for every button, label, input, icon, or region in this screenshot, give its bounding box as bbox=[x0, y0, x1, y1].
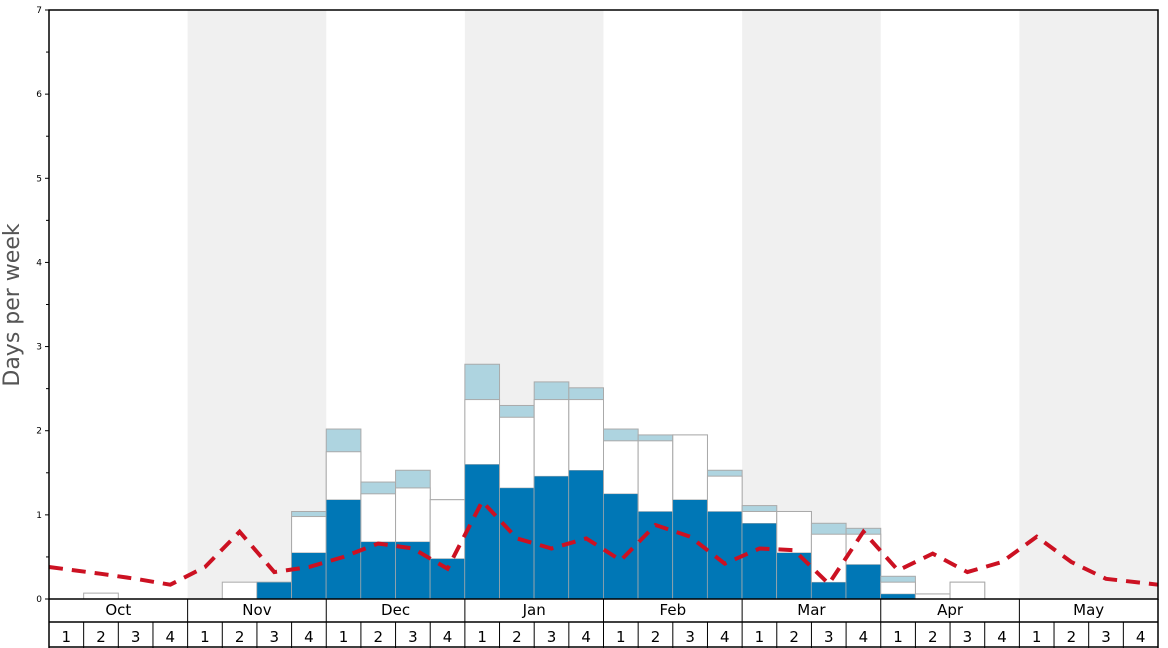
week-label: 4 bbox=[997, 628, 1007, 646]
week-label: 4 bbox=[1136, 628, 1146, 646]
week-label: 4 bbox=[859, 628, 869, 646]
week-label: 2 bbox=[928, 628, 938, 646]
y-axis-label: Days per week bbox=[0, 223, 25, 386]
week-label: 4 bbox=[443, 628, 453, 646]
bar-dark-20 bbox=[741, 523, 778, 600]
week-label: 3 bbox=[1101, 628, 1111, 646]
month-bands bbox=[187, 10, 1158, 599]
week-label: 1 bbox=[893, 628, 903, 646]
bar-dark-12 bbox=[464, 464, 500, 600]
month-label-feb: Feb bbox=[660, 601, 687, 619]
month-label-nov: Nov bbox=[242, 601, 271, 619]
bar-white-26 bbox=[949, 581, 986, 600]
month-label-mar: Mar bbox=[797, 601, 826, 619]
y-tick-label: 5 bbox=[36, 174, 42, 184]
week-label: 3 bbox=[408, 628, 418, 646]
week-label: 2 bbox=[651, 628, 661, 646]
bar-dark-11 bbox=[429, 558, 466, 600]
bar-dark-19 bbox=[707, 511, 743, 600]
bar-dark-22 bbox=[811, 581, 847, 600]
week-label: 2 bbox=[373, 628, 383, 646]
y-tick-label: 6 bbox=[36, 90, 42, 100]
y-tick-label: 0 bbox=[36, 595, 42, 605]
average-line bbox=[48, 497, 1159, 588]
month-band-may bbox=[1019, 10, 1158, 599]
bar-white-25 bbox=[914, 593, 951, 600]
month-label-dec: Dec bbox=[381, 601, 410, 619]
bar-dark-18 bbox=[672, 499, 708, 600]
week-label: 2 bbox=[1067, 628, 1077, 646]
week-label: 3 bbox=[685, 628, 695, 646]
week-label: 3 bbox=[547, 628, 557, 646]
week-label: 3 bbox=[131, 628, 141, 646]
week-label: 2 bbox=[235, 628, 245, 646]
week-label: 4 bbox=[720, 628, 730, 646]
bar-dark-10 bbox=[395, 541, 431, 600]
month-band-mar bbox=[742, 10, 881, 599]
bar-dark-23 bbox=[845, 564, 881, 600]
month-label-oct: Oct bbox=[105, 601, 131, 619]
week-label: 1 bbox=[616, 628, 626, 646]
week-label: 1 bbox=[477, 628, 487, 646]
week-label: 1 bbox=[200, 628, 210, 646]
week-label: 2 bbox=[512, 628, 522, 646]
week-label: 1 bbox=[1032, 628, 1042, 646]
bar-dark-24 bbox=[880, 593, 916, 600]
y-tick-label: 7 bbox=[36, 6, 42, 16]
bar-dark-15 bbox=[568, 470, 604, 600]
bar-dark-8 bbox=[326, 499, 362, 600]
month-label-may: May bbox=[1073, 601, 1104, 619]
week-label: 1 bbox=[62, 628, 72, 646]
week-label: 3 bbox=[963, 628, 973, 646]
week-label: 2 bbox=[96, 628, 106, 646]
month-label-jan: Jan bbox=[522, 601, 546, 619]
week-label: 2 bbox=[789, 628, 799, 646]
average-polyline bbox=[48, 497, 1159, 588]
week-label: 4 bbox=[304, 628, 314, 646]
axes bbox=[45, 9, 1159, 648]
week-label: 3 bbox=[269, 628, 279, 646]
bar-white-1 bbox=[83, 592, 119, 600]
week-label: 3 bbox=[824, 628, 834, 646]
axis-labels: 0 1 2 3 4 5 6 7 Oct 1 2 3 4 Nov 1 2 3 4 Dec 1 2 3 4 Jan 1 2 3 4 Feb 1… bbox=[36, 6, 1145, 646]
bar-dark-6 bbox=[256, 581, 292, 600]
bar-dark-7 bbox=[291, 552, 327, 600]
bar-series bbox=[83, 363, 986, 600]
bar-dark-9 bbox=[360, 541, 396, 600]
y-tick-label: 4 bbox=[36, 258, 42, 268]
week-label: 4 bbox=[581, 628, 591, 646]
week-label: 1 bbox=[339, 628, 349, 646]
week-label: 1 bbox=[755, 628, 765, 646]
y-tick-label: 1 bbox=[36, 511, 42, 521]
y-tick-label: 3 bbox=[36, 343, 42, 353]
bar-dark-14 bbox=[533, 475, 570, 600]
month-label-apr: Apr bbox=[937, 601, 964, 619]
month-band-nov bbox=[187, 10, 327, 599]
week-label: 4 bbox=[166, 628, 176, 646]
y-tick-label: 2 bbox=[36, 427, 42, 437]
bar-dark-16 bbox=[603, 493, 639, 600]
bar-white-5 bbox=[221, 581, 258, 600]
